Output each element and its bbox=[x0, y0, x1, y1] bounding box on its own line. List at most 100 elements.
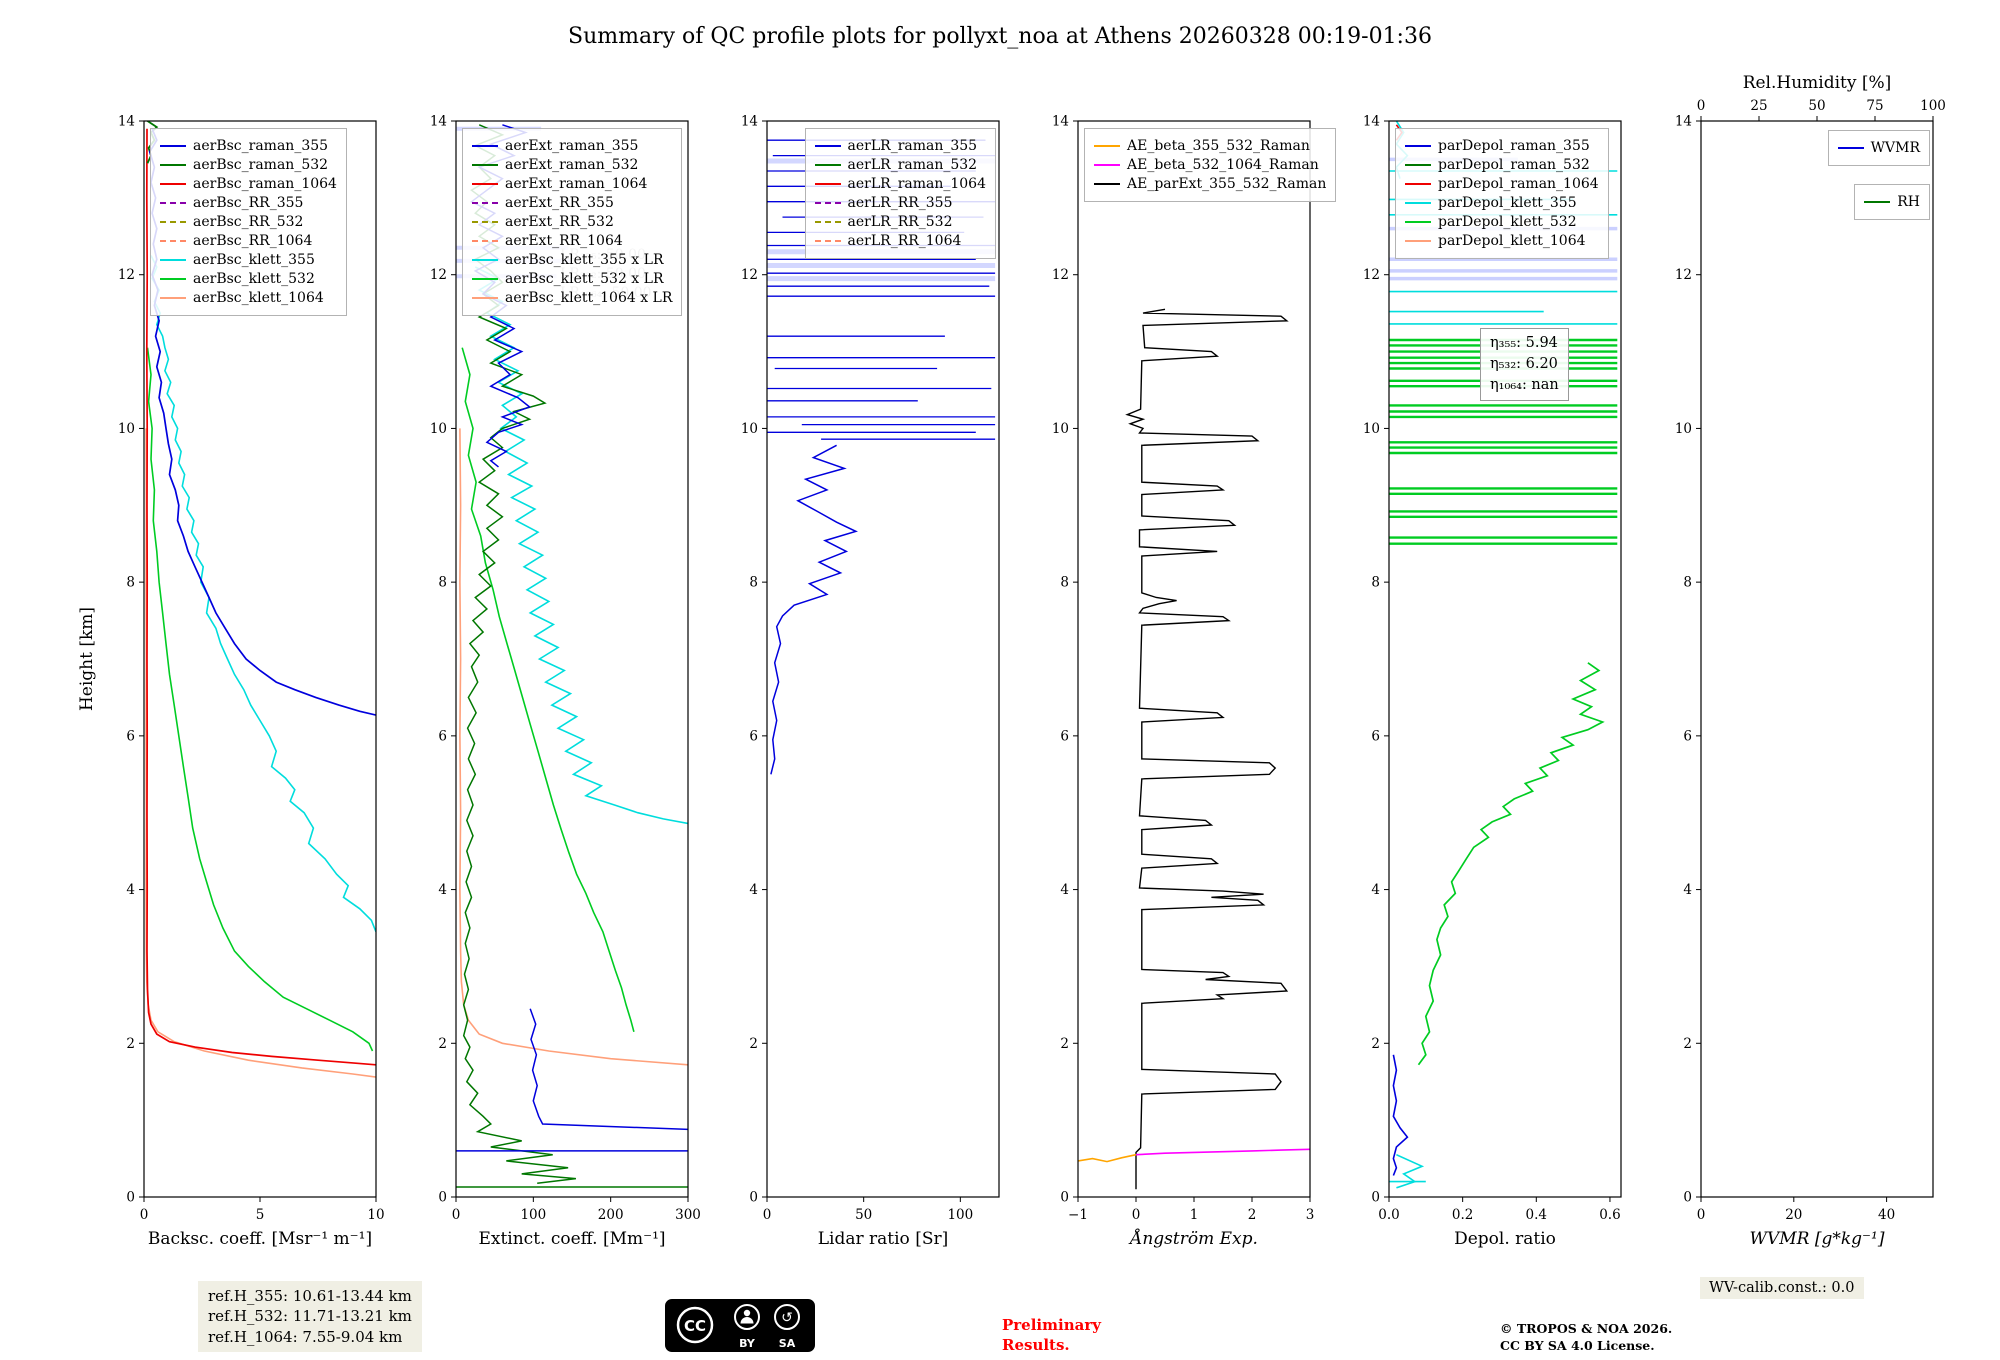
legend-line-sample bbox=[160, 221, 186, 223]
legend-item: AE_beta_532_1064_Raman bbox=[1094, 158, 1326, 172]
y-tick-label: 6 bbox=[1683, 728, 1692, 744]
legend-item: parDepol_klett_1064 bbox=[1405, 234, 1599, 248]
cc-by-sa-badge-graphic: CC BY ↺ SA bbox=[663, 1297, 817, 1354]
top-tick-label: 75 bbox=[1866, 98, 1883, 114]
y-tick-label: 4 bbox=[126, 882, 135, 898]
legend-line-sample bbox=[1864, 201, 1891, 203]
legend-line-sample bbox=[1405, 221, 1431, 223]
x-axis-label-extinction: Extinct. coeff. [Mm⁻¹] bbox=[478, 1229, 665, 1249]
series-aerExt_raman_355_low bbox=[529, 1008, 688, 1131]
legend-item: aerBsc_raman_1064 bbox=[160, 177, 337, 191]
legend-item: aerExt_RR_1064 bbox=[472, 234, 672, 248]
y-tick-label: 10 bbox=[1052, 421, 1069, 437]
ref-height-1064: ref.H_1064: 7.55-9.04 km bbox=[208, 1327, 403, 1346]
axes-frame-angstrom bbox=[1077, 120, 1311, 1198]
sa-arrow-glyph: ↺ bbox=[781, 1310, 793, 1326]
ref-height-355: ref.H_355: 10.61-13.44 km bbox=[208, 1287, 412, 1305]
legend-item: parDepol_raman_532 bbox=[1405, 158, 1599, 172]
x-axis-label-wvmr: WVMR [g*kg⁻¹] bbox=[1750, 1229, 1885, 1249]
top-tick-label: 100 bbox=[1920, 98, 1946, 114]
legend-line-sample bbox=[160, 278, 186, 280]
legend-line-sample bbox=[160, 145, 186, 147]
x-tick-label: 0 bbox=[1132, 1207, 1141, 1223]
legend-line-sample bbox=[1405, 183, 1431, 185]
y-tick-label: 0 bbox=[438, 1190, 447, 1206]
x-tick-label: 200 bbox=[598, 1207, 624, 1223]
sa-arrow-icon bbox=[774, 1304, 800, 1330]
legend-line-sample bbox=[1405, 240, 1431, 242]
top-tick-label: 0 bbox=[1697, 98, 1706, 114]
legend-label: parDepol_klett_355 bbox=[1438, 195, 1577, 211]
legend-item: aerBsc_klett_1064 x LR bbox=[472, 291, 672, 305]
legend-label: aerBsc_raman_532 bbox=[193, 157, 329, 173]
y-tick-label: 0 bbox=[1060, 1190, 1069, 1206]
legend-item: parDepol_raman_355 bbox=[1405, 139, 1599, 153]
series-group-depol bbox=[1389, 121, 1618, 1189]
x-tick-label: 10 bbox=[367, 1207, 384, 1223]
eta-355-value: η₃₅₅: 5.94 bbox=[1490, 335, 1558, 351]
cc-license-badge: CC BY ↺ SA bbox=[663, 1297, 817, 1358]
legend-line-sample bbox=[814, 240, 841, 242]
legend-item: aerLR_RR_355 bbox=[814, 195, 986, 211]
x-tick-label: 0.4 bbox=[1526, 1207, 1547, 1223]
preliminary-note-line: Results. bbox=[1002, 1335, 1070, 1354]
legend-line-sample bbox=[814, 202, 841, 204]
legend-label: aerBsc_raman_1064 bbox=[193, 176, 337, 192]
legend-label: aerBsc_klett_1064 bbox=[193, 290, 324, 306]
legend-line-sample bbox=[1094, 164, 1120, 166]
legend-label: aerBsc_RR_355 bbox=[193, 195, 304, 211]
legend-item: aerBsc_klett_532 bbox=[160, 272, 337, 286]
y-tick-label: 2 bbox=[1683, 1036, 1692, 1052]
x-tick-label: 0.0 bbox=[1378, 1207, 1399, 1223]
y-tick-label: 12 bbox=[1052, 267, 1069, 283]
legend-item: aerLR_raman_1064 bbox=[814, 177, 986, 191]
y-tick-label: 4 bbox=[1371, 882, 1380, 898]
x-axis-label-lidar_ratio: Lidar ratio [Sr] bbox=[818, 1229, 948, 1249]
y-tick-label: 6 bbox=[1371, 728, 1380, 744]
y-tick-label: 12 bbox=[118, 267, 135, 283]
series-aerBsc_klett_355 bbox=[150, 255, 376, 933]
series-parDepol_raman_355 bbox=[1392, 1054, 1409, 1176]
legend-item: aerLR_RR_532 bbox=[814, 215, 986, 229]
legend-label: parDepol_klett_1064 bbox=[1438, 233, 1586, 249]
x-tick-label: 3 bbox=[1306, 1207, 1315, 1223]
legend-line-sample bbox=[160, 240, 186, 242]
legend-label: aerBsc_klett_355 x LR bbox=[505, 252, 664, 268]
legend-item: aerBsc_RR_1064 bbox=[160, 234, 337, 248]
legend-line-sample bbox=[472, 240, 498, 242]
y-tick-label: 14 bbox=[741, 114, 758, 130]
by-label: BY bbox=[739, 1337, 756, 1350]
legend-label: parDepol_klett_532 bbox=[1438, 214, 1577, 230]
legend-line-sample bbox=[1405, 202, 1431, 204]
series-parDepol_klett_532 bbox=[1417, 662, 1605, 1066]
legend-label: aerLR_raman_532 bbox=[847, 157, 978, 173]
figure-title: Summary of QC profile plots for pollyxt_… bbox=[568, 24, 1432, 49]
legend-label: aerExt_raman_1064 bbox=[505, 176, 648, 192]
axes-frame-lidar_ratio bbox=[766, 120, 1000, 1198]
legend-line-sample bbox=[160, 183, 186, 185]
legend-extinction: aerExt_raman_355 aerExt_raman_532 aerExt_r… bbox=[462, 128, 683, 316]
y-tick-label: 4 bbox=[1060, 882, 1069, 898]
series-aerBsc_klett_532 bbox=[146, 347, 374, 1052]
legend-item: aerBsc_klett_532 x LR bbox=[472, 272, 672, 286]
x-tick-label: 0 bbox=[452, 1207, 461, 1223]
legend-item: aerBsc_RR_355 bbox=[160, 196, 337, 210]
copyright-line: CC BY SA 4.0 License. bbox=[1500, 1337, 1655, 1353]
y-tick-label: 10 bbox=[1675, 421, 1692, 437]
x-axis-label-depol: Depol. ratio bbox=[1454, 1229, 1556, 1249]
legend-label: AE_parExt_355_532_Raman bbox=[1127, 176, 1327, 192]
x-tick-label: 0 bbox=[763, 1207, 772, 1223]
legend-label: aerLR_RR_355 bbox=[847, 195, 953, 211]
y-tick-label: 4 bbox=[749, 882, 758, 898]
y-tick-label: 8 bbox=[1371, 575, 1380, 591]
legend-item: aerLR_raman_355 bbox=[814, 139, 986, 153]
x-tick-label: 0.2 bbox=[1452, 1207, 1473, 1223]
legend-label: aerExt_raman_355 bbox=[505, 138, 639, 154]
legend-item: aerExt_RR_532 bbox=[472, 215, 672, 229]
legend-line-sample bbox=[160, 259, 186, 261]
y-tick-label: 0 bbox=[1683, 1190, 1692, 1206]
y-tick-label: 14 bbox=[1052, 114, 1069, 130]
x-tick-label: 5 bbox=[256, 1207, 265, 1223]
y-tick-label: 12 bbox=[430, 267, 447, 283]
x-tick-label: 40 bbox=[1878, 1207, 1895, 1223]
